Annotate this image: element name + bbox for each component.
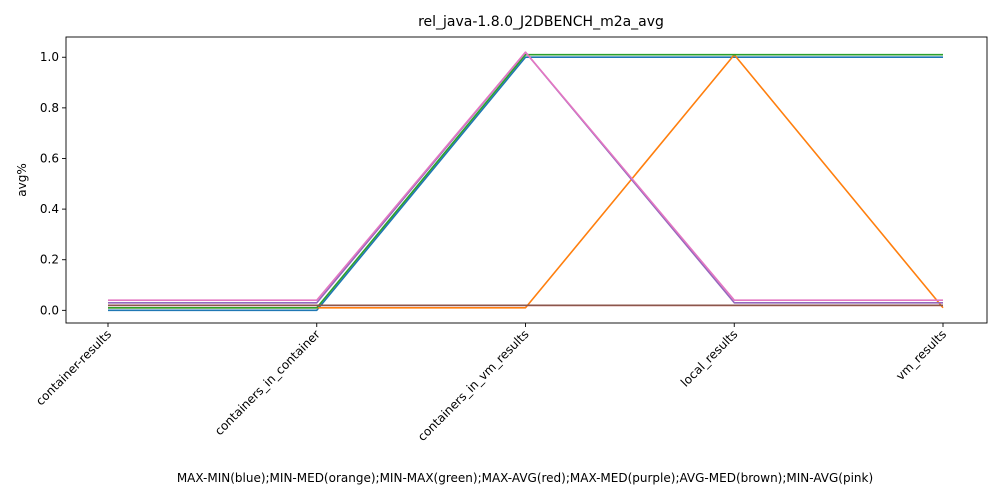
series-line-1 [108,53,944,309]
x-tick-label: containers_in_vm_results [415,327,532,444]
y-tick-label: 0.0 [40,303,59,317]
y-tick-label: 0.2 [40,253,59,267]
y-tick-label: 0.6 [40,151,59,165]
series-line-0 [108,56,943,312]
x-tick-label: container-results [33,327,114,408]
series-line-4 [108,51,943,304]
chart-title: rel_java-1.8.0_J2DBENCH_m2a_avg [418,14,664,30]
y-tick-label: 1.0 [40,50,59,64]
plot-frame [65,36,988,324]
y-tick-label: 0.4 [40,202,59,216]
series-line-2 [108,53,943,309]
y-axis-label: avg% [15,163,29,196]
x-axis-label: MAX-MIN(blue);MIN-MED(orange);MIN-MAX(gr… [177,471,873,485]
x-tick-label: vm_results [893,327,949,383]
series-line-6 [108,51,943,302]
x-tick-label: local_results [678,327,740,389]
x-tick-label: containers_in_container [212,327,323,438]
y-tick-label: 0.8 [40,101,59,115]
plot-area: 0.0 0.2 0.4 0.6 0.8 1.0 container-results conta… [33,36,988,444]
